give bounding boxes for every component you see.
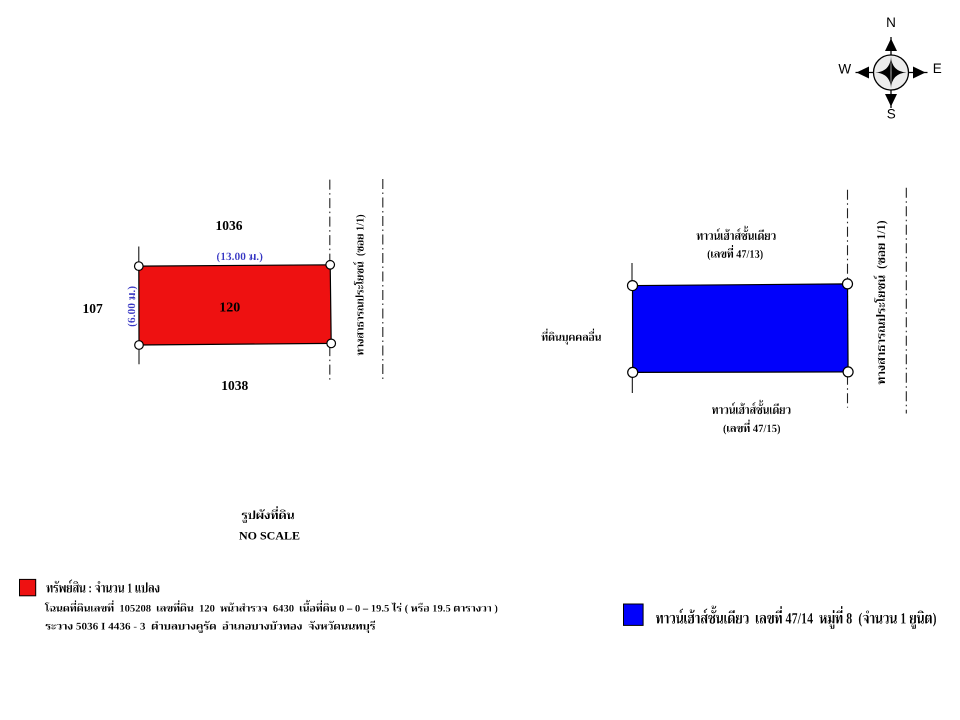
svg-text:1038: 1038: [221, 378, 248, 393]
svg-text:N: N: [886, 15, 896, 30]
svg-text:107: 107: [82, 301, 103, 316]
svg-text:120: 120: [219, 300, 240, 315]
svg-text:E: E: [933, 61, 942, 76]
svg-text:NO SCALE: NO SCALE: [239, 529, 300, 543]
svg-text:S: S: [887, 107, 896, 122]
svg-text:1036: 1036: [216, 218, 243, 233]
svg-text:W: W: [838, 62, 851, 77]
